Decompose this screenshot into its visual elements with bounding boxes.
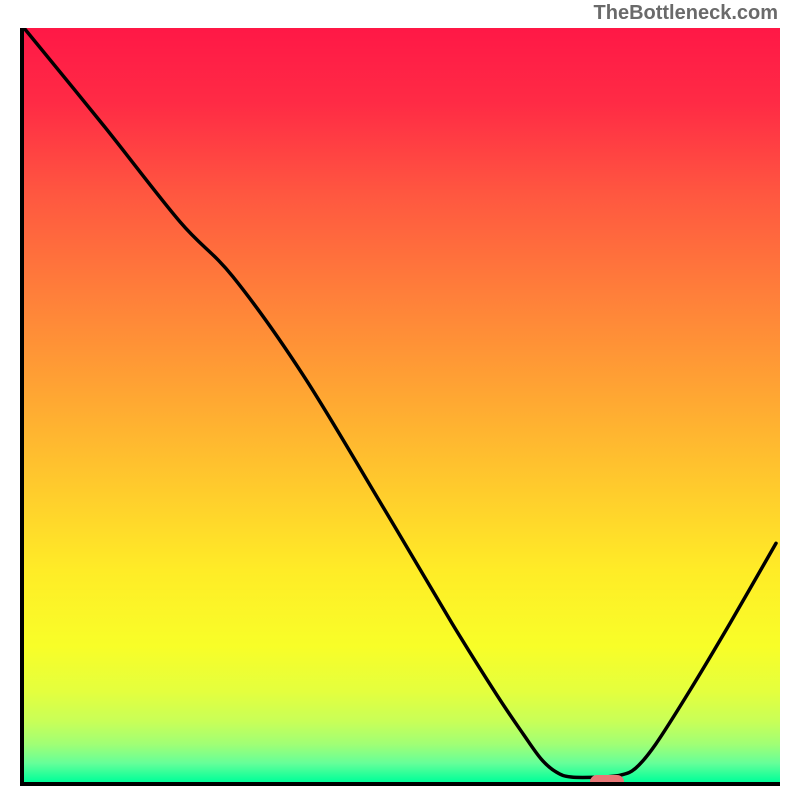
- performance-curve: [24, 28, 780, 782]
- chart-container: [20, 28, 780, 786]
- optimal-marker: [590, 775, 624, 786]
- plot-area: [20, 28, 780, 786]
- watermark-text: TheBottleneck.com: [594, 2, 778, 25]
